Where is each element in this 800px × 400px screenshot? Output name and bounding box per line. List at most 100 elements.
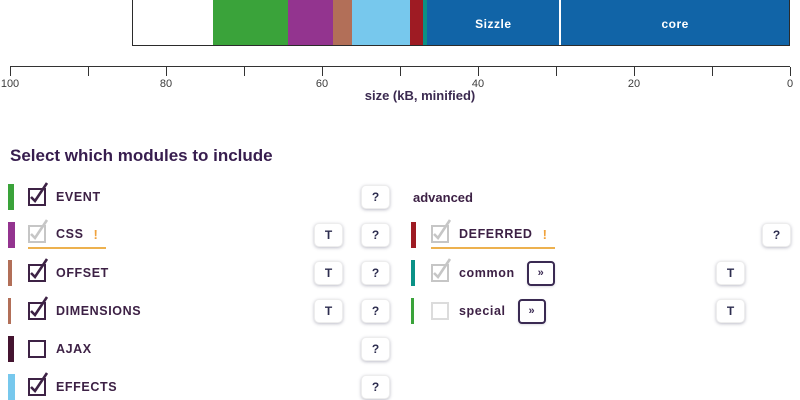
toggle-button-common[interactable]: T [716, 261, 745, 285]
check-mark-icon [30, 258, 49, 280]
advanced-header: advanced [413, 189, 473, 205]
help-button-ajax[interactable]: ? [361, 337, 390, 361]
checkbox-effects[interactable] [28, 372, 49, 396]
row-buttons: T? [314, 261, 390, 285]
row-buttons: ? [316, 375, 390, 399]
module-main-deferred: DEFERRED! [431, 219, 555, 249]
axis-tick [322, 67, 323, 76]
toggle-button-dimensions[interactable]: T [314, 299, 343, 323]
module-row-css: CSS! T? [8, 216, 390, 254]
bar-segment-css [287, 0, 334, 45]
bar-segment-sizzle: Sizzle [427, 0, 560, 45]
axis-tick [88, 67, 89, 76]
module-main-special: special » [431, 295, 554, 328]
axis-tick [244, 67, 245, 76]
module-label-offset: OFFSET [56, 266, 109, 280]
module-row-ajax: AJAX? [8, 330, 390, 368]
module-label-deferred: DEFERRED [459, 227, 533, 241]
checkbox-css[interactable] [28, 219, 49, 243]
module-size-bar-special [411, 298, 414, 324]
axis-tick-label: 100 [0, 78, 20, 90]
checkbox-ajax[interactable] [28, 340, 46, 358]
module-column-basic: EVENT? CSS! T? OFFSET T? DIMENSIONS T? AJAX? EFF… [8, 178, 390, 400]
toggle-button-offset[interactable]: T [314, 261, 343, 285]
axis-tick [556, 67, 557, 76]
module-label-effects: EFFECTS [56, 380, 118, 394]
module-row-special: special » T [411, 292, 791, 330]
help-button-effects[interactable]: ? [361, 375, 390, 399]
axis-tick-label: 60 [315, 78, 329, 90]
help-button-deferred[interactable]: ? [762, 223, 791, 247]
axis-tick [634, 67, 635, 76]
page-title: Select which modules to include [10, 146, 273, 165]
help-button-dimensions[interactable]: ? [361, 299, 390, 323]
row-buttons: ? [316, 337, 390, 361]
module-main-effects: EFFECTS [28, 372, 125, 400]
check-mark-icon [30, 219, 49, 241]
module-row-deferred: DEFERRED!? [411, 216, 791, 254]
expand-button-common[interactable]: » [526, 260, 555, 286]
bar-segment-label: core [661, 16, 689, 31]
empty-slot [716, 223, 743, 245]
toggle-button-special[interactable]: T [716, 299, 745, 323]
help-button-event[interactable]: ? [361, 185, 390, 209]
row-buttons: T [716, 261, 791, 285]
module-size-bar-offset [8, 260, 12, 286]
bar-segment-offset-dimensions [333, 0, 352, 45]
bar-segment-label: Sizzle [475, 16, 512, 31]
module-label-css: CSS [56, 227, 84, 241]
empty-slot [316, 185, 343, 207]
help-button-offset[interactable]: ? [361, 261, 390, 285]
warning-icon: ! [93, 226, 98, 242]
empty-slot [764, 299, 791, 321]
x-axis: 100 80 60 40 20 0 [1, 66, 793, 90]
bar-segment-deferred [409, 0, 423, 45]
module-row-event: EVENT? [8, 178, 390, 216]
module-label-event: EVENT [56, 190, 101, 204]
checkbox-event[interactable] [28, 182, 49, 206]
checkbox-common[interactable] [431, 258, 452, 282]
check-mark-icon [433, 258, 452, 280]
axis-tick-label: 0 [786, 78, 794, 90]
check-mark-icon [30, 296, 49, 318]
check-mark-icon [30, 372, 49, 394]
module-label-dimensions: DIMENSIONS [56, 304, 142, 318]
bar-segment-event [212, 0, 288, 45]
module-size-bar-ajax [8, 336, 14, 362]
checkbox-offset[interactable] [28, 258, 49, 282]
bar-segment-excluded [132, 0, 213, 45]
empty-slot [764, 261, 791, 283]
axis-tick [166, 67, 167, 76]
axis-tick [712, 67, 713, 76]
x-axis-title: size (kB, minified) [364, 88, 476, 103]
checkbox-deferred[interactable] [431, 219, 452, 243]
module-row-dimensions: DIMENSIONS T? [8, 292, 390, 330]
module-main-ajax: AJAX [28, 336, 100, 362]
axis-tick [10, 67, 11, 76]
module-label-common: common [459, 266, 515, 280]
toggle-button-css[interactable]: T [314, 223, 343, 247]
module-size-bar-effects [8, 374, 15, 400]
checkbox-dimensions[interactable] [28, 296, 49, 320]
module-main-offset: OFFSET [28, 258, 117, 286]
module-size-bar-deferred [411, 222, 416, 248]
bar-segment-core: core [559, 0, 789, 45]
axis-tick [790, 67, 791, 76]
axis-tick-label: 20 [627, 78, 641, 90]
axis-tick-label: 40 [471, 78, 485, 90]
stacked-bar-area: Sizzle core [10, 0, 790, 46]
module-size-bar-dimensions [8, 298, 11, 324]
module-main-common: common » [431, 257, 563, 290]
axis-tick-label: 80 [159, 78, 173, 90]
expand-button-special[interactable]: » [517, 298, 546, 324]
row-buttons: T [716, 299, 791, 323]
help-button-css[interactable]: ? [361, 223, 390, 247]
module-row-common: common » T [411, 254, 791, 292]
check-mark-icon [30, 182, 49, 204]
checkbox-special[interactable] [431, 302, 449, 320]
check-mark-icon [433, 219, 452, 241]
bar-segment-effects [351, 0, 410, 45]
module-size-bar-event [8, 184, 14, 210]
